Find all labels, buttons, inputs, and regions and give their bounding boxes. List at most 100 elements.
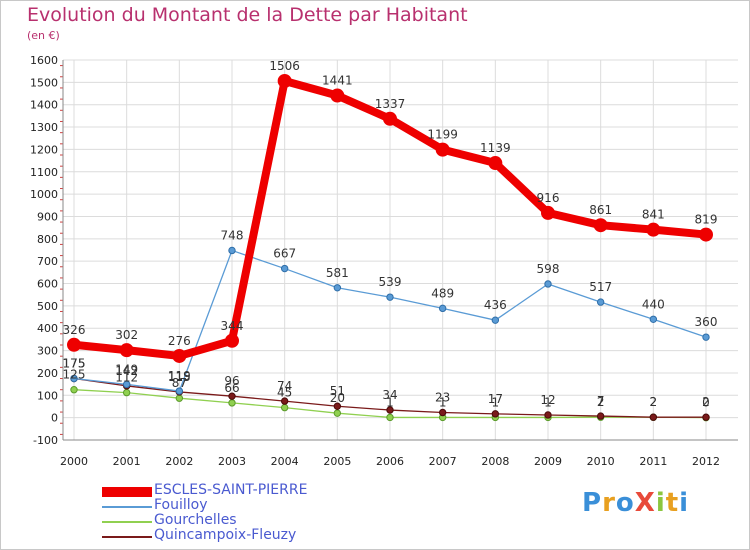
data-label: 819	[695, 213, 718, 227]
data-point	[491, 316, 500, 324]
data-label: 142	[115, 364, 138, 378]
data-label: 489	[431, 286, 454, 300]
x-tick-label: 2004	[271, 455, 299, 468]
y-tick-label: -100	[33, 434, 58, 447]
data-point	[646, 222, 661, 237]
x-tick-label: 2008	[481, 455, 509, 468]
y-tick-label: 1200	[30, 143, 58, 156]
y-tick-label: 100	[37, 389, 58, 402]
data-label: 7	[597, 394, 605, 408]
data-label: 23	[435, 391, 450, 405]
y-tick-label: 300	[37, 345, 58, 358]
data-point	[175, 394, 184, 402]
legend-label: Gourchelles	[154, 512, 237, 528]
data-point	[491, 410, 500, 418]
y-tick-label: 700	[37, 255, 58, 268]
legend-label: Quincampoix-Fleuzy	[154, 527, 297, 543]
data-label: 440	[642, 297, 665, 311]
data-label: 1139	[480, 141, 511, 155]
logo-letter: X	[634, 488, 656, 518]
data-point	[225, 333, 239, 348]
data-label: 17	[488, 392, 503, 406]
data-label: 1	[492, 395, 500, 409]
data-point	[333, 284, 342, 292]
data-label: 51	[330, 384, 345, 398]
data-point	[386, 406, 394, 414]
data-point	[699, 227, 713, 242]
data-label: 66	[224, 381, 239, 395]
data-label: 2	[650, 395, 658, 409]
data-label: 175	[63, 357, 86, 371]
data-label: 96	[224, 374, 239, 388]
data-point	[67, 337, 81, 352]
y-tick-label: 200	[37, 367, 58, 380]
data-point	[386, 293, 394, 301]
data-label: 344	[221, 319, 244, 333]
chart-title: Evolution du Montant de la Dette par Hab…	[27, 4, 468, 26]
data-label: 2	[597, 395, 605, 409]
x-tick-label: 2011	[639, 455, 667, 468]
y-tick-label: 1500	[30, 76, 58, 89]
data-point	[330, 88, 345, 103]
data-point	[649, 413, 658, 421]
data-label: 45	[277, 386, 292, 400]
y-tick-label: 500	[37, 300, 58, 313]
data-point	[172, 348, 187, 363]
legend-label: ESCLES-SAINT-PIERRE	[154, 482, 308, 498]
y-tick-label: 600	[37, 278, 58, 291]
logo-letter: i	[679, 488, 690, 518]
data-point	[596, 412, 605, 420]
data-label: 326	[63, 323, 86, 337]
data-point	[280, 397, 289, 405]
data-label: 74	[277, 379, 292, 393]
data-point	[488, 156, 503, 171]
data-label: 125	[63, 368, 86, 382]
x-tick-label: 2001	[113, 455, 141, 468]
data-point	[70, 374, 78, 383]
data-label: 175	[63, 357, 86, 371]
data-label: 112	[115, 371, 138, 385]
data-point	[544, 280, 552, 288]
data-point	[228, 399, 236, 407]
data-point	[280, 264, 289, 273]
data-label: 861	[589, 203, 612, 217]
data-label: 1441	[322, 74, 353, 88]
chart-subtitle: (en €)	[27, 29, 60, 42]
data-point	[541, 205, 555, 220]
data-label: 1199	[427, 128, 458, 142]
data-label: 20	[330, 391, 345, 405]
axes: -100010020030040050060070080090010001100…	[30, 54, 738, 468]
data-point	[702, 333, 710, 341]
data-point	[435, 142, 450, 157]
data-label: 436	[484, 298, 507, 312]
y-tick-label: 1000	[30, 188, 58, 201]
data-label: 517	[589, 280, 612, 294]
data-point	[333, 402, 342, 410]
data-label: 841	[642, 208, 665, 222]
y-tick-label: 900	[37, 210, 58, 223]
data-point	[70, 386, 78, 394]
legend-swatch	[102, 506, 152, 508]
x-tick-label: 2003	[218, 455, 246, 468]
y-tick-label: 0	[51, 412, 58, 425]
data-label: 1	[386, 395, 394, 409]
data-point	[544, 411, 552, 419]
data-point	[122, 388, 131, 397]
legend-label: Fouilloy	[154, 497, 208, 513]
data-point	[333, 409, 342, 417]
data-label: 2	[702, 395, 710, 409]
y-tick-label: 1100	[30, 166, 58, 179]
data-point	[593, 218, 608, 233]
data-label: 87	[172, 376, 187, 390]
x-tick-label: 2009	[534, 455, 562, 468]
legend-swatch	[102, 487, 152, 497]
data-label: 2	[650, 395, 658, 409]
data-label: 667	[273, 247, 296, 261]
data-point	[649, 315, 658, 323]
data-point	[175, 387, 184, 395]
data-label: 748	[221, 228, 244, 242]
legend-swatch	[102, 536, 152, 538]
data-label: 0	[702, 396, 710, 410]
